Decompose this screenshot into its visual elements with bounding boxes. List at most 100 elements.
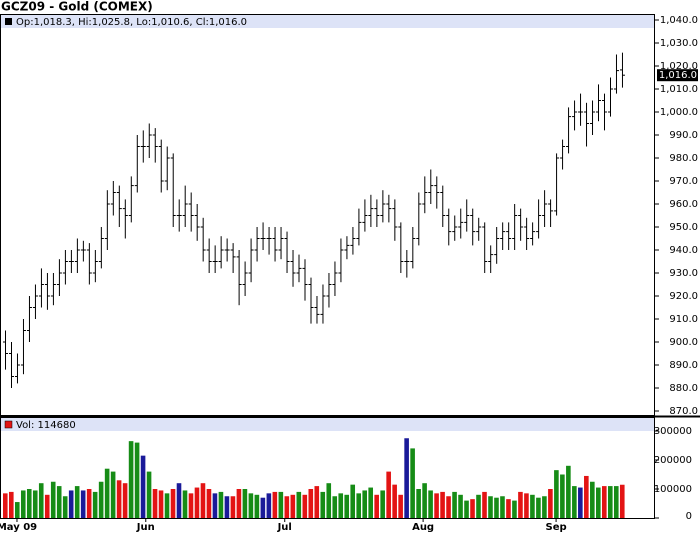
- volume-legend-icon: [4, 420, 13, 429]
- volume-bar: [290, 494, 296, 518]
- volume-legend: Vol: 114680: [16, 420, 76, 431]
- last-close-label: 1,016.0: [659, 70, 697, 81]
- volume-bar: [98, 481, 104, 518]
- volume-bar: [500, 496, 505, 518]
- last-close-box: [657, 69, 698, 82]
- volume-bar: [572, 486, 577, 518]
- volume-bar: [350, 484, 356, 518]
- y-tick-label: 1,020.0: [660, 61, 698, 72]
- volume-bar: [254, 494, 260, 518]
- volume-bar: [116, 480, 122, 518]
- volume-bar: [3, 493, 8, 518]
- volume-bar: [218, 491, 224, 518]
- volume-bar: [362, 490, 367, 518]
- volume-bar: [332, 496, 338, 518]
- volume-bar: [440, 491, 445, 518]
- volume-bar: [296, 491, 302, 518]
- volume-bar: [32, 490, 38, 518]
- volume-bar: [590, 481, 595, 518]
- volume-bar: [619, 484, 625, 518]
- volume-bar: [613, 486, 619, 518]
- y-tick-label: 880.0: [669, 383, 698, 394]
- volume-bar: [446, 496, 451, 518]
- y-tick-label: 990.0: [669, 130, 698, 141]
- volume-bar: [158, 490, 164, 518]
- volume-bar: [607, 486, 613, 518]
- y-tick-label: 930.0: [669, 268, 698, 279]
- volume-bar: [452, 491, 457, 518]
- volume-bar: [368, 487, 373, 518]
- volume-bar: [398, 494, 403, 518]
- y2-tick-label: 300000: [654, 426, 692, 437]
- volume-bar: [38, 483, 44, 518]
- volume-bar: [236, 489, 242, 518]
- volume-bar: [242, 489, 248, 518]
- y-tick-label: 920.0: [669, 291, 698, 302]
- volume-bar: [170, 489, 176, 518]
- volume-bar: [392, 484, 397, 518]
- price-legend-band: [0, 15, 655, 28]
- volume-bar: [182, 490, 188, 518]
- volume-bar: [434, 493, 439, 518]
- volume-bar: [578, 487, 583, 518]
- volume-bar: [470, 499, 475, 518]
- y-tick-label: 970.0: [669, 176, 698, 187]
- y-tick-label: 900.0: [669, 337, 698, 348]
- volume-bar: [146, 471, 152, 518]
- volume-bar: [200, 483, 206, 518]
- y-tick-label: 980.0: [669, 153, 698, 164]
- y-tick-label: 1,030.0: [660, 38, 698, 49]
- y-tick-label: 940.0: [669, 245, 698, 256]
- volume-bar: [482, 491, 487, 518]
- volume-bar: [128, 441, 134, 518]
- volume-bar: [278, 491, 284, 518]
- price-legend-icon: [5, 18, 12, 25]
- chart-title: GCZ09 - Gold (COMEX): [1, 0, 153, 14]
- volume-bar: [230, 496, 236, 518]
- volume-bar: [134, 442, 140, 518]
- volume-bar: [488, 496, 493, 518]
- y-tick-label: 870.0: [669, 406, 698, 417]
- x-tick-label: Jul: [277, 522, 292, 533]
- volume-bar: [554, 470, 559, 518]
- volume-bar: [206, 489, 212, 518]
- volume-bar: [140, 455, 146, 518]
- y-tick-label: 1,000.0: [660, 107, 698, 118]
- volume-bar: [602, 486, 607, 518]
- volume-bar: [314, 486, 320, 518]
- volume-bar: [566, 465, 571, 518]
- volume-bar: [428, 490, 433, 518]
- volume-legend-band: [0, 418, 655, 431]
- volume-bar: [86, 489, 92, 518]
- volume-bar: [104, 468, 110, 518]
- volume-bar: [62, 496, 68, 518]
- volume-bar: [422, 483, 427, 518]
- volume-bar: [20, 490, 26, 518]
- volume-bar: [542, 496, 547, 518]
- volume-bar: [56, 486, 62, 518]
- y2-tick-label: 200000: [654, 455, 692, 466]
- volume-bar: [26, 489, 32, 518]
- volume-bar: [320, 491, 326, 518]
- y-tick-label: 950.0: [669, 222, 698, 233]
- volume-bar: [152, 489, 158, 518]
- volume-bar: [536, 497, 541, 518]
- volume-bar: [512, 500, 517, 518]
- y-tick-label: 1,010.0: [660, 84, 698, 95]
- volume-bar: [356, 493, 362, 518]
- volume-bar: [530, 494, 535, 518]
- volume-bar: [308, 489, 314, 518]
- volume-bar: [50, 481, 56, 518]
- y-tick-label: 960.0: [669, 199, 698, 210]
- volume-bar: [164, 493, 170, 518]
- x-tick-label: May 09: [0, 522, 37, 533]
- volume-bar: [404, 438, 409, 518]
- volume-bar: [464, 500, 469, 518]
- volume-bar: [410, 448, 415, 518]
- volume-bar: [224, 496, 230, 518]
- volume-bar: [476, 494, 481, 518]
- volume-bar: [68, 490, 74, 518]
